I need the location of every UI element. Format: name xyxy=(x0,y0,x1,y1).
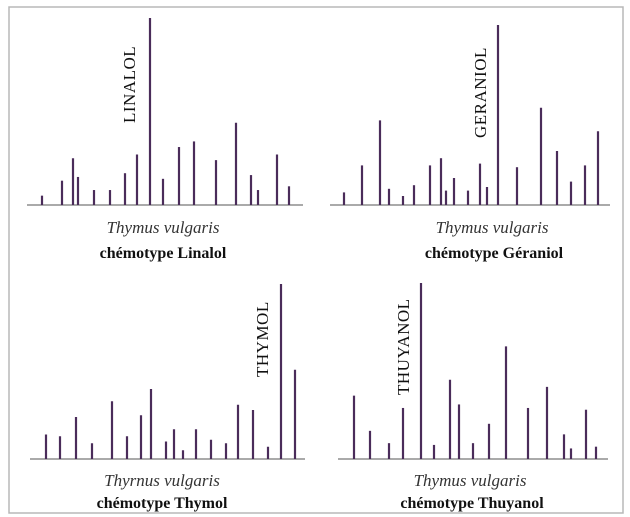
chemotype-label-thymol: chémotype Thymol xyxy=(97,495,228,512)
marker-label-geraniol: GERANIOL xyxy=(471,47,490,138)
panel-geraniol xyxy=(330,25,610,206)
marker-label-linalol: LINALOL xyxy=(120,46,139,123)
chemotype-label-thuyanol: chémotype Thuyanol xyxy=(400,495,544,512)
species-label-linalol: Thymus vulgaris xyxy=(107,218,220,237)
panel-linalol xyxy=(27,18,303,206)
chemotype-label-linalol: chémotype Linalol xyxy=(100,245,227,262)
species-label-thymol: Thyrnus vulgaris xyxy=(104,471,220,490)
panel-thymol xyxy=(30,284,305,460)
marker-label-thymol: THYMOL xyxy=(253,301,272,377)
marker-label-thuyanol: THUYANOL xyxy=(394,298,413,395)
species-label-geraniol: Thymus vulgaris xyxy=(436,218,549,237)
figure-frame xyxy=(8,6,624,514)
panel-thuyanol xyxy=(338,283,608,460)
species-label-thuyanol: Thymus vulgaris xyxy=(414,471,527,490)
chemotype-label-geraniol: chémotype Géraniol xyxy=(425,245,564,262)
